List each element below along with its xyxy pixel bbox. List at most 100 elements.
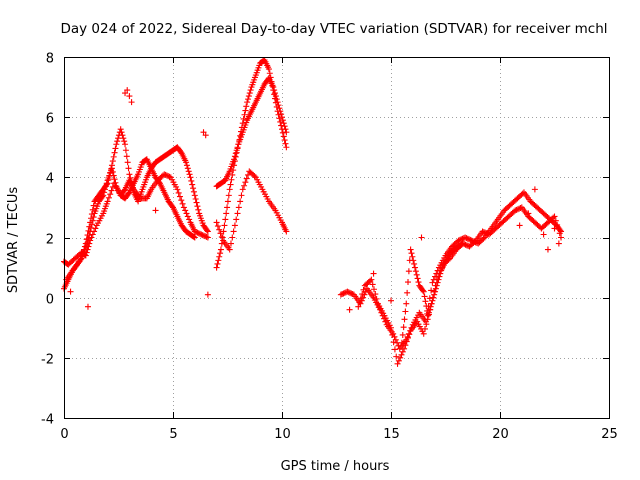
data-point: [373, 295, 380, 302]
y-tick-label: 0: [46, 293, 54, 308]
data-point: [240, 115, 247, 122]
data-point: [86, 232, 93, 239]
data-point: [402, 342, 409, 349]
data-point: [395, 357, 402, 364]
data-point: [406, 331, 413, 338]
data-point: [370, 286, 377, 293]
data-point: [225, 192, 232, 199]
data-point: [272, 93, 279, 100]
data-point: [480, 229, 487, 236]
data-point: [190, 233, 197, 240]
data-point: [425, 309, 432, 316]
data-point: [359, 291, 366, 298]
data-point: [419, 287, 426, 294]
data-point: [128, 99, 135, 106]
data-point: [479, 228, 486, 235]
data-point: [189, 181, 196, 188]
data-point: [552, 217, 559, 224]
data-point: [369, 281, 376, 288]
data-point: [422, 325, 429, 332]
data-point: [102, 183, 109, 190]
data-point: [275, 111, 282, 118]
data-point: [388, 297, 394, 304]
data-point: [427, 303, 434, 310]
data-point: [84, 303, 91, 310]
data-point: [213, 219, 220, 226]
data-point: [183, 159, 190, 166]
data-point: [204, 234, 211, 241]
data-point: [213, 264, 220, 271]
data-point: [120, 135, 127, 142]
data-point: [391, 346, 398, 353]
data-point: [348, 290, 355, 297]
data-point: [216, 226, 223, 233]
data-point: [204, 291, 211, 298]
data-point: [185, 168, 192, 175]
data-point: [183, 210, 190, 217]
data-point: [112, 145, 119, 152]
data-point: [203, 233, 210, 240]
x-axis-label: GPS time / hours: [281, 459, 390, 474]
data-point: [88, 224, 95, 231]
data-point: [200, 232, 207, 239]
data-point: [193, 229, 200, 236]
data-point: [243, 175, 250, 182]
data-point: [242, 179, 249, 186]
data-point: [179, 200, 186, 207]
data-point: [109, 158, 116, 165]
data-point: [432, 288, 439, 295]
data-point: [223, 210, 230, 217]
data-point: [123, 153, 130, 160]
data-point: [388, 324, 394, 331]
data-point: [90, 202, 97, 209]
data-point: [435, 276, 442, 283]
data-point: [110, 172, 117, 179]
data-point: [455, 237, 462, 244]
data-point: [241, 182, 248, 189]
data-point: [265, 66, 272, 73]
series-track-e: [213, 75, 290, 190]
data-point: [165, 173, 172, 180]
data-point: [239, 186, 246, 193]
data-point: [126, 171, 133, 178]
data-point: [118, 129, 125, 136]
data-point: [233, 147, 240, 154]
data-point: [283, 144, 290, 151]
data-point: [432, 285, 439, 292]
data-point: [119, 132, 126, 139]
data-point: [544, 246, 551, 253]
data-point: [228, 176, 235, 183]
data-point: [161, 171, 168, 178]
data-point: [235, 204, 242, 211]
data-point: [356, 299, 363, 306]
data-point: [89, 206, 96, 213]
data-point: [556, 230, 563, 237]
series-track-d: [213, 57, 290, 271]
data-point: [233, 216, 240, 223]
data-point: [105, 194, 112, 201]
data-point: [113, 141, 120, 148]
data-point: [405, 268, 412, 275]
data-point: [458, 236, 465, 243]
data-point: [195, 230, 202, 237]
data-point: [111, 149, 118, 156]
data-point: [463, 235, 470, 242]
data-point: [107, 191, 114, 198]
y-tick-label: 4: [46, 172, 54, 187]
data-point: [517, 205, 524, 212]
data-point: [429, 297, 436, 304]
data-point: [121, 138, 128, 145]
data-point: [108, 187, 115, 194]
data-point: [370, 270, 377, 277]
data-point: [251, 173, 258, 180]
data-point: [423, 321, 430, 328]
data-point: [89, 231, 96, 238]
data-point: [409, 253, 416, 260]
data-point: [231, 153, 238, 160]
data-point: [191, 192, 198, 199]
data-point: [126, 93, 133, 100]
data-point: [112, 179, 119, 186]
data-point: [516, 205, 523, 212]
data-point: [238, 192, 245, 199]
data-point: [182, 207, 189, 214]
